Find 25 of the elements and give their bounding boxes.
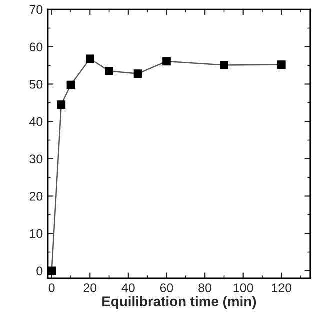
point (48, 266, 56, 276)
x-tick-label: 40 (122, 284, 135, 292)
point (105, 67, 114, 76)
x-axis-title: Equilibration time (min) (102, 296, 256, 310)
point (86, 54, 94, 64)
y-tick-label: 60 (30, 42, 43, 52)
point (134, 70, 142, 78)
y-tick-label: 0 (36, 266, 43, 276)
point (278, 60, 286, 70)
point (66, 80, 76, 90)
x-tick-label: 120 (272, 284, 292, 292)
y-tick-label: 40 (30, 117, 43, 126)
point (220, 61, 228, 70)
x-tick-label: 100 (234, 284, 254, 292)
y-tick-label: 70 (30, 5, 43, 14)
x-tick-label: 60 (160, 284, 174, 292)
y-tick-label: 10 (30, 229, 43, 238)
x-tick-label: 80 (198, 284, 212, 292)
point (162, 57, 171, 66)
x-tick-label: 0 (48, 284, 55, 292)
y-tick-label: 50 (30, 80, 43, 89)
y-tick-label: 30 (30, 154, 43, 164)
x-tick-label: 20 (84, 284, 97, 292)
y-tick-label: 20 (30, 192, 43, 201)
point (57, 100, 66, 109)
